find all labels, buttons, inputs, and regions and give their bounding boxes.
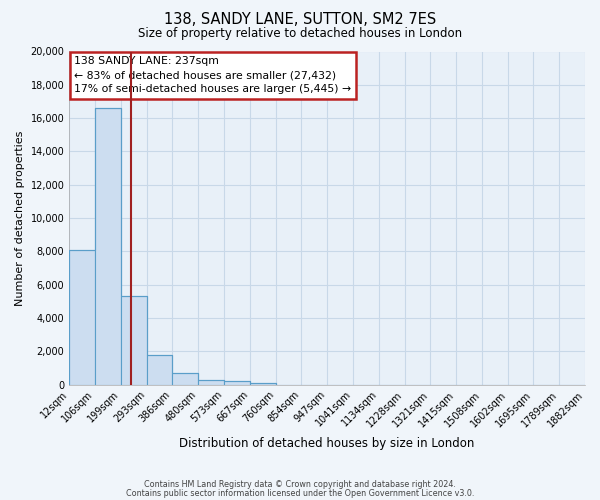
- Text: Contains public sector information licensed under the Open Government Licence v3: Contains public sector information licen…: [126, 488, 474, 498]
- Bar: [121, 296, 146, 384]
- X-axis label: Distribution of detached houses by size in London: Distribution of detached houses by size …: [179, 437, 475, 450]
- Text: 138, SANDY LANE, SUTTON, SM2 7ES: 138, SANDY LANE, SUTTON, SM2 7ES: [164, 12, 436, 28]
- Bar: [172, 373, 198, 384]
- Bar: [250, 383, 275, 384]
- Bar: [198, 380, 224, 384]
- Bar: [69, 250, 95, 384]
- Text: Contains HM Land Registry data © Crown copyright and database right 2024.: Contains HM Land Registry data © Crown c…: [144, 480, 456, 489]
- Bar: [146, 354, 172, 384]
- Text: 138 SANDY LANE: 237sqm
← 83% of detached houses are smaller (27,432)
17% of semi: 138 SANDY LANE: 237sqm ← 83% of detached…: [74, 56, 352, 94]
- Bar: [95, 108, 121, 384]
- Y-axis label: Number of detached properties: Number of detached properties: [15, 130, 25, 306]
- Bar: [224, 381, 250, 384]
- Text: Size of property relative to detached houses in London: Size of property relative to detached ho…: [138, 28, 462, 40]
